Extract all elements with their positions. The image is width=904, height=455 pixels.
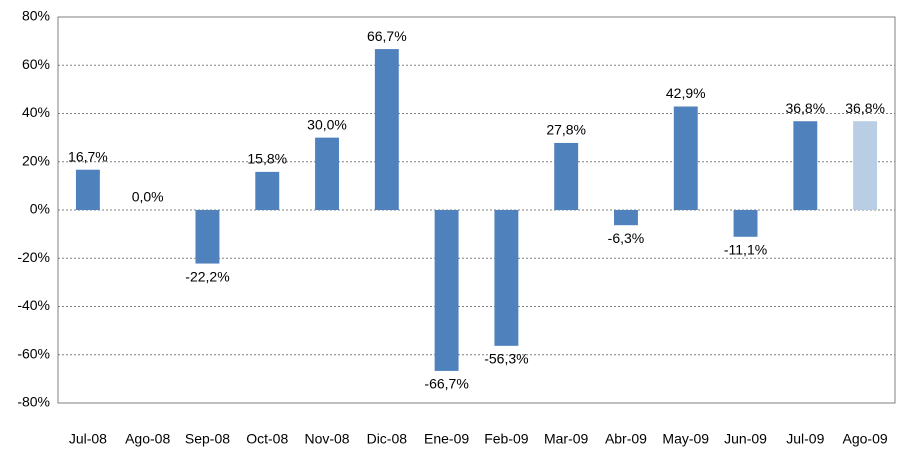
x-tick-label: Nov-08 — [304, 431, 349, 447]
value-label: 27,8% — [546, 122, 586, 138]
value-label: -56,3% — [484, 351, 528, 367]
x-tick-label: Jun-09 — [724, 431, 767, 447]
x-tick-label: Abr-09 — [605, 431, 647, 447]
y-tick-label: 80% — [22, 8, 50, 24]
x-tick-label: Ene-09 — [424, 431, 469, 447]
x-tick-label: Oct-08 — [246, 431, 288, 447]
x-tick-label: Ago-08 — [125, 431, 170, 447]
x-tick-label: May-09 — [662, 431, 709, 447]
value-label: -6,3% — [608, 230, 645, 246]
bar — [374, 49, 399, 211]
x-tick-label: Ago-09 — [843, 431, 888, 447]
bar — [315, 137, 339, 210]
bar — [673, 106, 698, 210]
bar — [75, 169, 100, 210]
y-tick-label: -60% — [17, 345, 50, 361]
y-tick-label: -40% — [17, 297, 50, 313]
bar — [853, 121, 878, 210]
y-tick-label: 40% — [22, 104, 50, 120]
x-tick-label: Jul-09 — [786, 431, 824, 447]
value-label: 15,8% — [247, 151, 287, 167]
value-label: 16,7% — [68, 148, 108, 164]
x-tick-label: Dic-08 — [367, 431, 408, 447]
value-label: 36,8% — [785, 100, 825, 116]
bar — [255, 171, 280, 210]
value-label: -22,2% — [185, 268, 229, 284]
bar — [434, 210, 459, 371]
bar — [494, 210, 519, 346]
x-tick-label: Feb-09 — [484, 431, 529, 447]
value-label: 0,0% — [132, 189, 164, 205]
value-label: 42,9% — [666, 85, 706, 101]
x-tick-label: Jul-08 — [69, 431, 107, 447]
value-label: 36,8% — [845, 100, 885, 116]
value-label: -11,1% — [724, 241, 767, 257]
y-tick-label: 60% — [22, 56, 50, 72]
bar — [733, 210, 758, 237]
bar — [793, 121, 818, 210]
x-tick-label: Sep-08 — [185, 431, 230, 447]
y-tick-label: 20% — [22, 152, 50, 168]
bar — [614, 210, 638, 226]
y-tick-label: 0% — [30, 201, 50, 217]
bar — [195, 210, 220, 264]
x-tick-label: Mar-09 — [544, 431, 589, 447]
y-tick-label: -80% — [17, 394, 50, 410]
value-label: 30,0% — [307, 116, 347, 132]
value-label: 66,7% — [367, 28, 407, 44]
value-label: -66,7% — [424, 376, 468, 392]
y-tick-label: -20% — [17, 249, 50, 265]
bar — [554, 142, 579, 210]
